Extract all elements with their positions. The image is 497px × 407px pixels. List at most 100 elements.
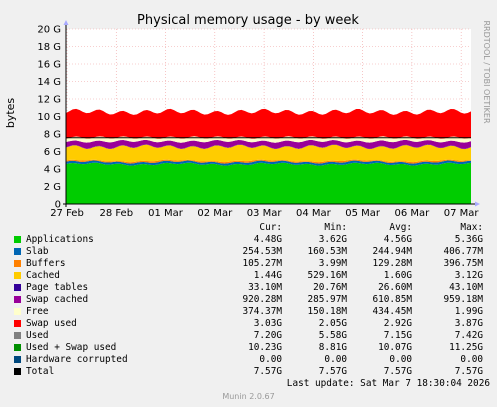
legend-row: Cached 1.44G 529.16M 1.60G 3.12G <box>12 270 490 282</box>
legend-swatch <box>14 296 21 303</box>
legend-cur: 0.00 <box>259 354 282 365</box>
y-axis-label: bytes <box>4 98 17 129</box>
legend-swatch <box>14 284 21 291</box>
y-tick-label: 20 G <box>37 25 61 36</box>
y-tick-label: 16 G <box>37 60 61 71</box>
stacked-areas <box>66 108 471 204</box>
legend-label: Swap used <box>26 318 77 329</box>
x-tick-label: 05 Mar <box>345 208 381 219</box>
legend-swatch <box>14 368 21 375</box>
legend-min: 529.16M <box>307 270 347 281</box>
legend-avg: 434.45M <box>372 306 412 317</box>
x-tick-label: 04 Mar <box>296 208 332 219</box>
x-tick-label: 28 Feb <box>99 208 133 219</box>
y-tick-label: 2 G <box>44 182 61 193</box>
legend-cur: 7.57G <box>253 366 282 377</box>
legend-min: 160.53M <box>307 246 347 257</box>
legend-max: 3.87G <box>454 318 483 329</box>
legend-max: 7.42G <box>454 330 483 341</box>
legend-max: 959.18M <box>443 294 483 305</box>
legend-max: 406.77M <box>443 246 483 257</box>
x-tick-label: 03 Mar <box>247 208 283 219</box>
legend-max: 43.10M <box>449 282 483 293</box>
legend-cur: 3.03G <box>253 318 282 329</box>
legend-max: 0.00 <box>460 354 483 365</box>
x-tick-label: 07 Mar <box>444 208 480 219</box>
legend-row: Hardware corrupted 0.00 0.00 0.00 0.00 <box>12 354 490 366</box>
legend-max: 396.75M <box>443 258 483 269</box>
legend-swatch <box>14 344 21 351</box>
x-tick-label: 27 Feb <box>50 208 84 219</box>
munin-version: Munin 2.0.67 <box>222 392 275 401</box>
legend-label: Used + Swap used <box>26 342 117 353</box>
area-swap-used <box>66 108 471 139</box>
legend-swatch <box>14 332 21 339</box>
legend-cur: 4.48G <box>253 234 282 245</box>
legend-max: 7.57G <box>454 366 483 377</box>
area-cached <box>66 144 471 163</box>
legend-row: Total 7.57G 7.57G 7.57G 7.57G <box>12 366 490 378</box>
legend-row: Swap used 3.03G 2.05G 2.92G 3.87G <box>12 318 490 330</box>
legend-cur: 105.27M <box>242 258 282 269</box>
legend-cur: 374.37M <box>242 306 282 317</box>
legend-label: Free <box>26 306 49 317</box>
legend-row: Used + Swap used 10.23G 8.81G 10.07G 11.25G <box>12 342 490 354</box>
legend-header: Cur: Min: Avg: Max: <box>12 222 490 234</box>
y-tick-label: 10 G <box>37 112 61 123</box>
legend-cur: 1.44G <box>253 270 282 281</box>
header-avg: Avg: <box>389 222 412 233</box>
legend-swatch <box>14 308 21 315</box>
legend-min: 20.76M <box>313 282 347 293</box>
legend-row: Applications 4.48G 3.62G 4.56G 5.36G <box>12 234 490 246</box>
legend-swatch <box>14 356 21 363</box>
y-tick-label: 18 G <box>37 42 61 53</box>
legend-avg: 610.85M <box>372 294 412 305</box>
header-cur: Cur: <box>259 222 282 233</box>
legend-row: Used 7.20G 5.58G 7.15G 7.42G <box>12 330 490 342</box>
y-tick-label: 0 <box>55 200 61 211</box>
legend-label: Buffers <box>26 258 66 269</box>
legend-rows: Applications 4.48G 3.62G 4.56G 5.36G Slab 254.… <box>12 234 490 378</box>
legend-avg: 26.60M <box>378 282 412 293</box>
rrdtool-credit: RRDTOOL / TOBI OETIKER <box>482 20 491 123</box>
legend-cur: 920.28M <box>242 294 282 305</box>
legend-min: 3.99M <box>318 258 347 269</box>
legend-label: Used <box>26 330 49 341</box>
legend-swatch <box>14 260 21 267</box>
legend-avg: 4.56G <box>383 234 412 245</box>
legend-avg: 2.92G <box>383 318 412 329</box>
legend-min: 3.62G <box>318 234 347 245</box>
legend-label: Hardware corrupted <box>26 354 128 365</box>
legend-min: 5.58G <box>318 330 347 341</box>
legend-min: 2.05G <box>318 318 347 329</box>
x-tick-label: 01 Mar <box>148 208 184 219</box>
x-tick-label: 02 Mar <box>197 208 233 219</box>
legend-cur: 254.53M <box>242 246 282 257</box>
legend-max: 11.25G <box>449 342 483 353</box>
legend-label: Swap cached <box>26 294 89 305</box>
legend-avg: 0.00 <box>389 354 412 365</box>
legend-swatch <box>14 248 21 255</box>
legend-row: Slab 254.53M 160.53M 244.94M 406.77M <box>12 246 490 258</box>
legend-row: Page tables 33.10M 20.76M 26.60M 43.10M <box>12 282 490 294</box>
legend-cur: 10.23G <box>248 342 282 353</box>
legend-label: Slab <box>26 246 49 257</box>
x-axis-arrow <box>475 201 480 207</box>
legend-avg: 244.94M <box>372 246 412 257</box>
legend-avg: 7.15G <box>383 330 412 341</box>
header-min: Min: <box>324 222 347 233</box>
memory-chart: Physical memory usage - by week bytes RR… <box>4 13 491 219</box>
last-update: Last update: Sat Mar 7 18:30:04 2026 <box>286 378 490 389</box>
y-axis-arrow <box>63 20 69 25</box>
legend-row: Buffers 105.27M 3.99M 129.28M 396.75M <box>12 258 490 270</box>
legend-avg: 10.07G <box>378 342 412 353</box>
legend-label: Total <box>26 366 55 377</box>
legend-avg: 7.57G <box>383 366 412 377</box>
legend-swatch <box>14 320 21 327</box>
y-tick-label: 4 G <box>44 165 61 176</box>
area-page-tables <box>66 144 471 150</box>
axes: 0 2 G 4 G 6 G 8 G 10 G 12 G 14 G 16 G 18 G 20 G 27 … <box>37 20 480 219</box>
legend-max: 5.36G <box>454 234 483 245</box>
legend-min: 0.00 <box>324 354 347 365</box>
legend-label: Applications <box>26 234 94 245</box>
